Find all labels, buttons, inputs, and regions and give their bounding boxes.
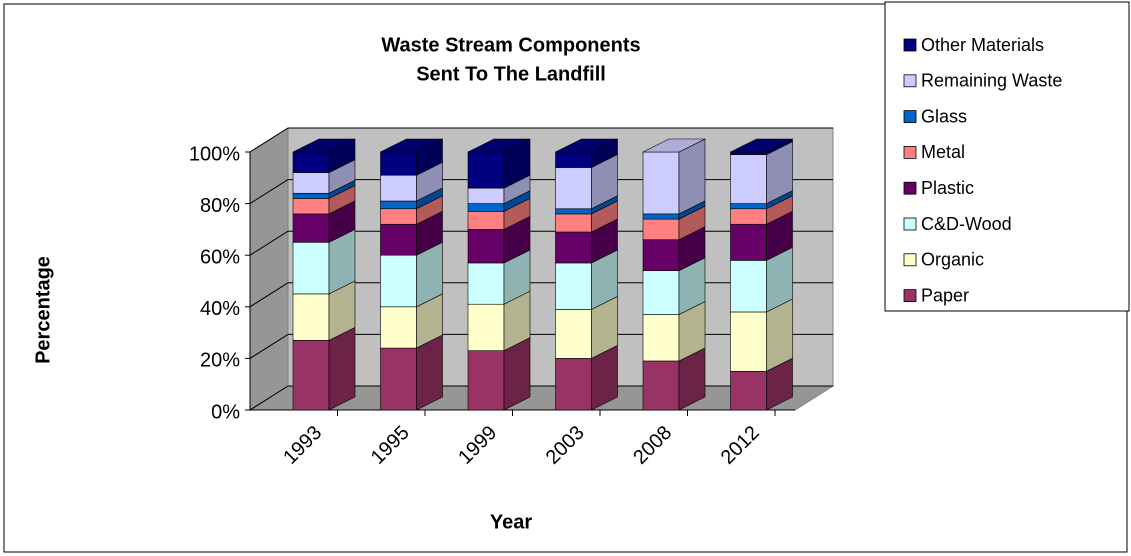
legend-label: Paper [921, 285, 969, 305]
bar-segment [467, 211, 505, 230]
legend-label: Other Materials [921, 35, 1044, 55]
bar-segment [292, 213, 330, 243]
bar-segment [642, 151, 680, 215]
bar-segment [292, 192, 330, 199]
chart-subtitle: Sent To The Landfill [416, 63, 606, 85]
bar-segment [555, 231, 592, 264]
y-tick-label: 40% [200, 298, 240, 320]
grid-line [249, 385, 289, 411]
bar-segment [730, 154, 767, 204]
legend-swatch [903, 289, 917, 303]
legend-label: Remaining Waste [921, 71, 1062, 91]
bar-segment [380, 174, 417, 202]
bar-segment [642, 218, 680, 241]
bar-segment [730, 223, 767, 261]
legend-label: Plastic [921, 178, 974, 198]
y-tick-label: 60% [200, 246, 240, 268]
legend-swatch [903, 38, 917, 52]
bar-segment [555, 151, 592, 168]
bar-segment [730, 151, 767, 155]
chart-title: Waste Stream Components [381, 34, 640, 56]
bar-segment [467, 151, 505, 189]
bar-segment [292, 242, 330, 295]
grid-line [249, 127, 289, 153]
y-tick-label: 80% [200, 195, 240, 217]
bar-segment [292, 198, 330, 215]
bar-segment [380, 223, 417, 256]
bar-segment [380, 306, 417, 349]
legend-label: Metal [921, 142, 965, 162]
bar-segment [380, 254, 417, 308]
grid-line [249, 179, 289, 205]
legend-label: Organic [921, 250, 984, 270]
legend-swatch [903, 145, 917, 159]
bar-top [292, 138, 356, 153]
bar-segment [292, 340, 330, 411]
legend-swatch [903, 181, 917, 195]
legend-label: C&D-Wood [921, 214, 1012, 234]
bar-segment [730, 203, 767, 210]
y-axis-label: Percentage [32, 256, 54, 364]
bar-segment [467, 350, 505, 411]
bar-top [730, 138, 793, 153]
bar-segment [555, 358, 592, 411]
bar-segment [292, 172, 330, 194]
bar-segment [730, 370, 767, 411]
bar-segment [555, 262, 592, 310]
grid-line [249, 333, 289, 359]
bar-segment [467, 262, 505, 305]
bar-segment [730, 208, 767, 225]
y-tick-label: 20% [200, 350, 240, 372]
y-tick-label: 0% [211, 401, 240, 423]
x-axis-label: Year [490, 511, 532, 533]
legend-swatch [903, 110, 917, 123]
side-wall [249, 127, 289, 411]
legend-swatch [903, 253, 917, 267]
bar-segment [555, 213, 592, 233]
bar-segment [555, 309, 592, 359]
bar-segment [642, 239, 680, 271]
bar-segment [642, 213, 680, 220]
bar-segment [380, 151, 417, 176]
legend-swatch [903, 74, 917, 88]
bar-segment [467, 229, 505, 264]
bar-segment [642, 314, 680, 362]
bar-segment [467, 203, 505, 212]
bar-segment [380, 200, 417, 210]
bar-top [380, 138, 443, 153]
bar-segment [380, 347, 417, 411]
grid-line [249, 282, 289, 308]
bar-segment-side [328, 326, 356, 411]
legend-label: Glass [921, 106, 967, 126]
bar-top [555, 138, 618, 153]
bar-segment [467, 187, 505, 204]
legend-swatch [903, 217, 917, 231]
bar-segment [292, 151, 330, 173]
bar-segment [730, 260, 767, 313]
bar-top [642, 138, 706, 153]
bar-segment [642, 360, 680, 411]
legend [884, 1, 1130, 312]
bar-segment [555, 167, 592, 210]
bar-segment [467, 303, 505, 351]
bar-segment [555, 208, 592, 215]
y-tick-label: 100% [189, 143, 240, 165]
grid-line [249, 230, 289, 256]
bar-segment [730, 311, 767, 372]
bar-segment [292, 293, 330, 341]
bar-segment [642, 270, 680, 315]
bar-top [467, 138, 531, 153]
bar-segment [380, 208, 417, 225]
